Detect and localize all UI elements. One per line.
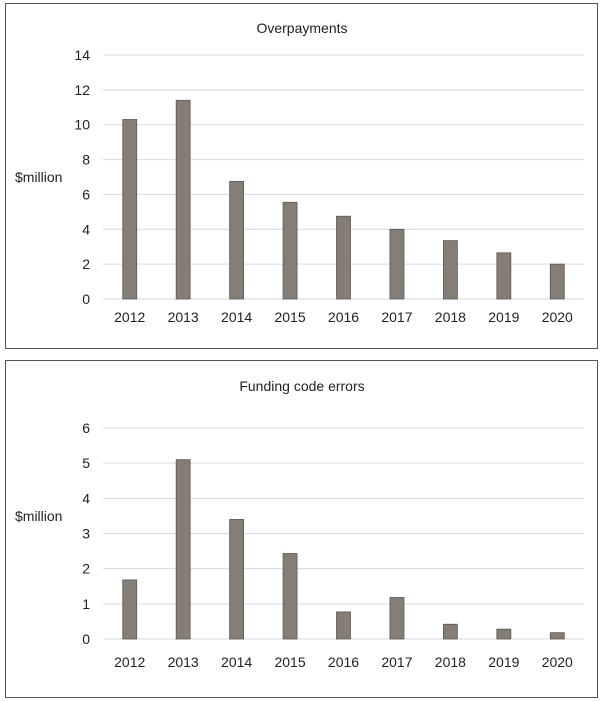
- bar-2017: [389, 597, 405, 640]
- overpayments-chart-panel: Overpayments $million 0 2 4 6 8 10 12 14 2012 20…: [5, 3, 598, 349]
- x-tick-label: 2020: [542, 309, 573, 325]
- funding-code-errors-chart: Funding code errors $million 0 1 2 3 4 5 6 201…: [15, 378, 584, 670]
- x-tick-label: 2018: [435, 654, 466, 670]
- y-tick-label: 3: [82, 526, 90, 542]
- x-tick-label: 2016: [328, 654, 359, 670]
- y-tick-label: 4: [82, 221, 90, 237]
- y-tick-label: 14: [74, 47, 90, 63]
- bar-2018: [442, 623, 458, 640]
- x-tick-label: 2013: [168, 654, 199, 670]
- chart-title: Overpayments: [256, 20, 347, 36]
- x-tick-label: 2014: [221, 309, 252, 325]
- y-axis-label: $million: [15, 508, 62, 524]
- bar-2019: [496, 252, 512, 300]
- x-tick-label: 2019: [488, 309, 519, 325]
- bar-2017: [389, 228, 405, 300]
- x-tick-label: 2015: [274, 309, 305, 325]
- x-tick-label: 2013: [168, 309, 199, 325]
- x-tick-label: 2014: [221, 654, 252, 670]
- x-tick-label: 2017: [381, 309, 412, 325]
- chart-title: Funding code errors: [239, 378, 364, 394]
- y-tick-label: 2: [82, 561, 90, 577]
- bar-2018: [442, 240, 458, 300]
- y-tick-label: 2: [82, 256, 90, 272]
- bar-2019: [496, 628, 512, 640]
- y-tick-label: 5: [82, 455, 90, 471]
- y-tick-label: 8: [82, 152, 90, 168]
- y-tick-label: 10: [74, 117, 90, 133]
- y-axis-label: $million: [15, 169, 62, 185]
- x-tick-label: 2018: [435, 309, 466, 325]
- y-tick-label: 1: [82, 596, 90, 612]
- y-tick-label: 4: [82, 490, 90, 506]
- y-tick-label: 6: [82, 420, 90, 436]
- x-tick-label: 2020: [542, 654, 573, 670]
- x-tick-label: 2015: [274, 654, 305, 670]
- bar-2012: [122, 579, 138, 640]
- x-tick-label: 2016: [328, 309, 359, 325]
- x-tick-label: 2017: [381, 654, 412, 670]
- bar-2013: [175, 99, 191, 300]
- x-tick-label: 2019: [488, 654, 519, 670]
- bar-2020: [549, 263, 565, 300]
- overpayments-chart: Overpayments $million 0 2 4 6 8 10 12 14 2012 20…: [15, 20, 584, 325]
- y-tick-label: 0: [82, 631, 90, 647]
- bar-2014: [229, 180, 245, 300]
- bar-2015: [282, 553, 298, 640]
- bar-2016: [336, 215, 351, 300]
- bar-2014: [229, 519, 245, 640]
- y-tick-label: 6: [82, 186, 90, 202]
- funding-code-errors-chart-panel: Funding code errors $million 0 1 2 3 4 5 6 201…: [5, 360, 598, 698]
- x-tick-label: 2012: [114, 654, 145, 670]
- bar-2015: [282, 201, 298, 300]
- bar-2013: [175, 459, 191, 640]
- x-tick-label: 2012: [114, 309, 145, 325]
- bar-2020: [549, 632, 565, 640]
- y-tick-label: 12: [74, 82, 90, 98]
- bar-2016: [336, 611, 351, 640]
- bar-2012: [122, 119, 138, 300]
- y-tick-label: 0: [82, 291, 90, 307]
